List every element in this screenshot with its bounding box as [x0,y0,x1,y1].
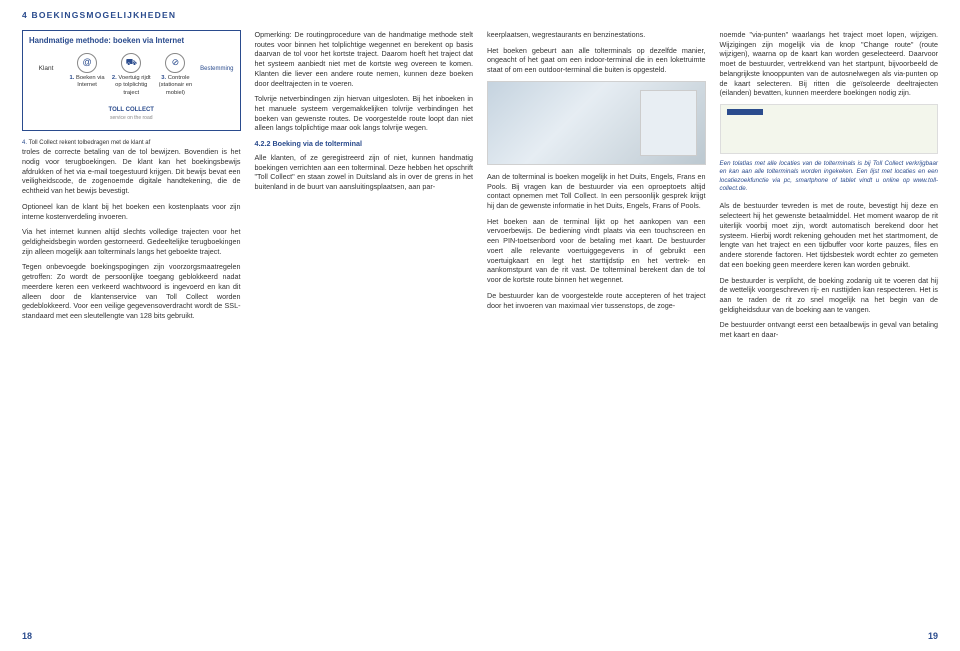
body-text: Het boeken aan de terminal lijkt op het … [487,217,706,285]
step-label: Voertuig rijdt op tolplichtig traject [115,75,150,97]
footnote-num: 4. [22,140,27,146]
footnote-text: Toll Collect rekent tolbedragen met de k… [29,140,151,146]
page-numbers: 18 19 [22,631,938,641]
step-label: Boeken via Internet [76,75,105,89]
body-text: Aan de tolterminal is boeken mogelijk in… [487,172,706,211]
diagram-step-1: @ 1. Boeken via Internet [67,53,107,91]
body-text: Tegen onbevoegde boekingspogingen zijn v… [22,262,241,320]
control-icon: ⊘ [165,53,185,73]
body-text: De bestuurder is verplicht, de boeking z… [720,276,939,315]
body-text: Tolvrije netverbindingen zijn hiervan ui… [255,94,474,133]
column-3: keerplaatsen, wegrestaurants en benzines… [487,30,706,346]
body-text: Het boeken gebeurt aan alle tolterminals… [487,46,706,75]
body-text: Optioneel kan de klant bij het boeken ee… [22,202,241,221]
body-text: De bestuurder ontvangt eerst een betaalb… [720,320,939,339]
logo-text: TOLL COLLECT [109,107,154,113]
diagram-endpoint-right: Bestemming [200,53,234,73]
diagram-endpoint-left: Klant [29,53,63,74]
column-4: noemde "via-punten" waarlangs het trajec… [720,30,939,346]
step-num: 2. [112,75,117,81]
body-text: Via het internet kunnen altijd slechts v… [22,227,241,256]
body-text: Opmerking: De routingprocedure van de ha… [255,30,474,88]
diagram-step-2: ⛟ 2. Voertuig rijdt op tolplichtig traje… [111,53,151,98]
step-num: 3. [161,75,166,81]
subsection-head: 4.2.2 Boeking via de tolterminal [255,139,474,149]
body-text: keerplaatsen, wegrestaurants en benzines… [487,30,706,40]
diagram-title: Handmatige methode: boeken via Internet [29,36,234,47]
at-icon: @ [77,53,97,73]
diagram-step-3: ⊘ 3. Controle (stationair en mobiel) [155,53,195,98]
body-text: troles de correcte betaling van de tol b… [22,147,241,196]
body-text: Als de bestuurder tevreden is met de rou… [720,201,939,269]
logo-sub: service on the road [110,115,153,121]
body-text: De bestuurder kan de voorgestelde route … [487,291,706,310]
page-right: 19 [928,631,938,641]
body-text: noemde "via-punten" waarlangs het trajec… [720,30,939,98]
content-columns: Handmatige methode: boeken via Internet … [0,20,960,346]
section-header: 4 BOEKINGSMOGELIJKHEDEN [0,0,960,20]
terminal-photo [487,81,706,165]
diagram-logo: TOLL COLLECT service on the road [29,106,234,122]
diagram-box: Handmatige methode: boeken via Internet … [22,30,241,131]
column-2: Opmerking: De routingprocedure van de ha… [255,30,474,346]
diagram-row: Klant @ 1. Boeken via Internet ⛟ 2. Voer… [29,53,234,98]
truck-icon: ⛟ [121,53,141,73]
column-1: Handmatige methode: boeken via Internet … [22,30,241,346]
map-thumbnail [720,104,939,154]
body-text: Alle klanten, of ze geregistreerd zijn o… [255,153,474,192]
step-num: 1. [70,75,75,81]
figure-caption: Een tolatlas met alle locaties van de to… [720,160,939,193]
page-left: 18 [22,631,32,641]
diagram-footnote: 4. Toll Collect rekent tolbedragen met d… [22,139,241,147]
